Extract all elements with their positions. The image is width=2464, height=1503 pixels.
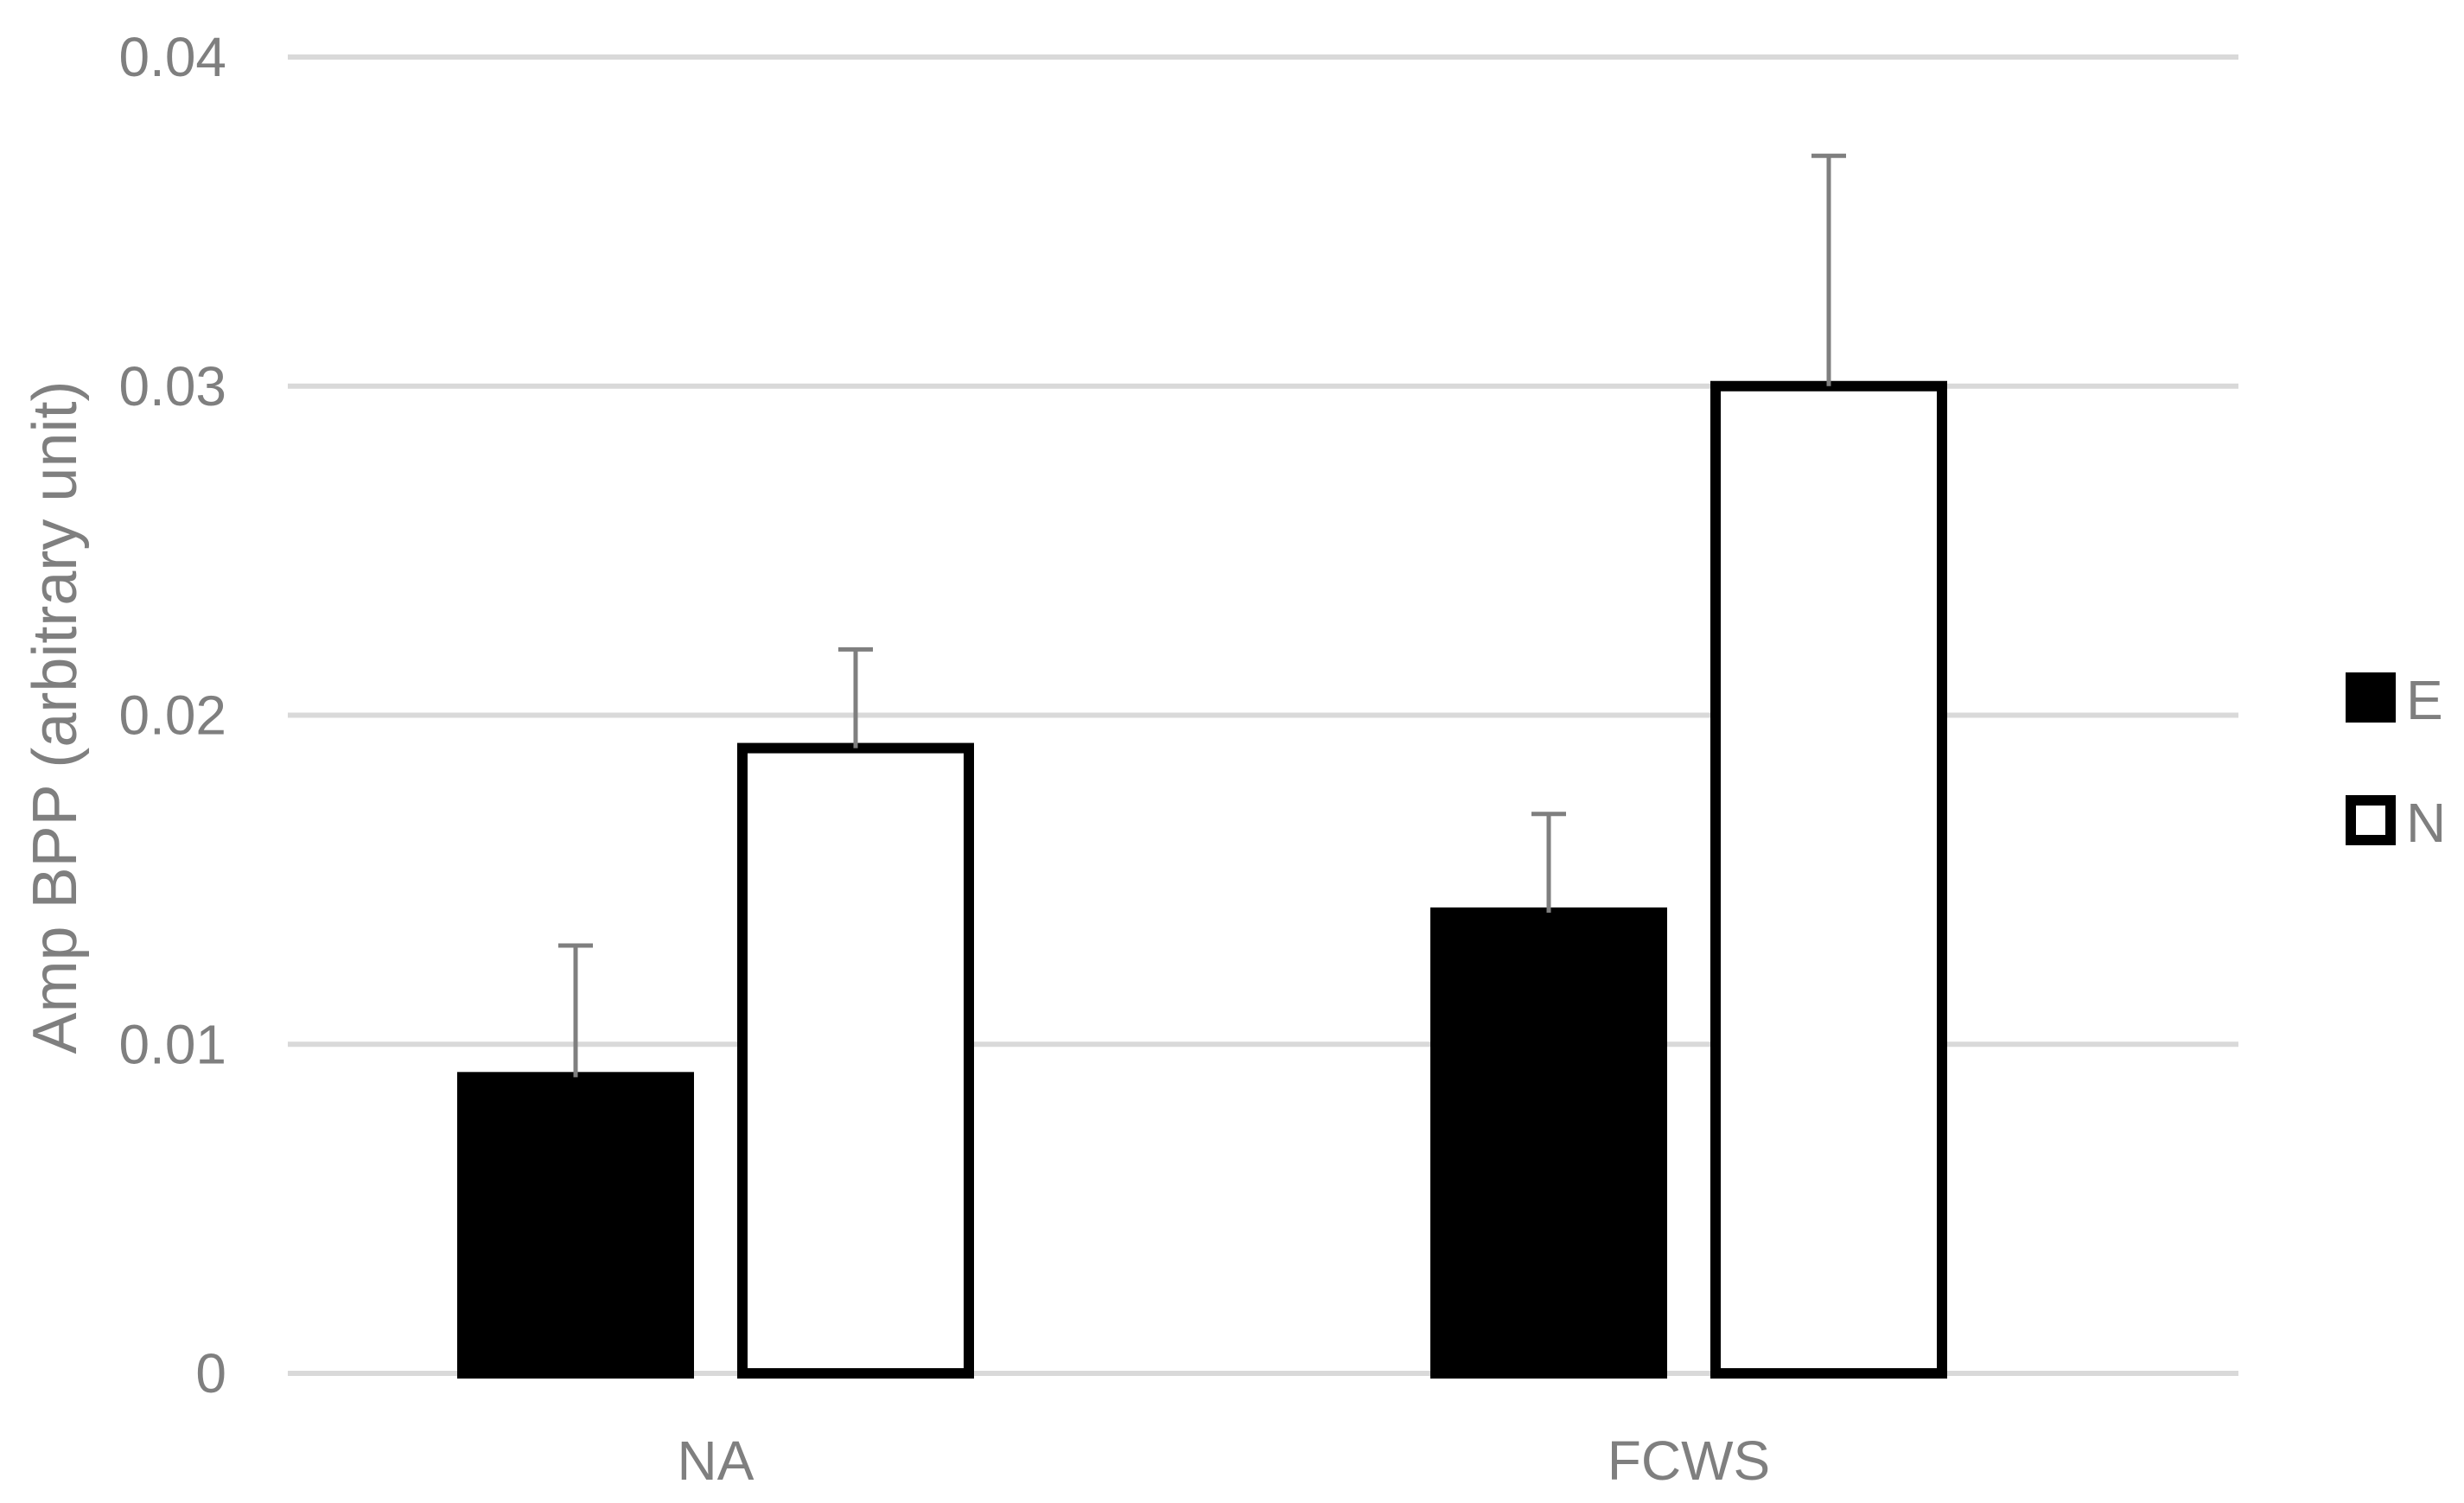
error-bars bbox=[558, 153, 1846, 1078]
bar-n-fcws bbox=[1710, 380, 1947, 1379]
legend-swatch-e bbox=[2346, 672, 2396, 723]
x-tick-label: NA bbox=[678, 1430, 754, 1492]
legend-label-e: E bbox=[2406, 669, 2443, 731]
y-tick-label: 0.02 bbox=[118, 685, 226, 747]
x-axis-ticks: NA FCWS bbox=[678, 1430, 1771, 1492]
legend-label-n: N bbox=[2406, 792, 2446, 854]
bar-e-na bbox=[457, 1072, 694, 1379]
legend-swatch-n bbox=[2346, 795, 2396, 845]
bars bbox=[457, 380, 1947, 1379]
y-tick-label: 0 bbox=[195, 1342, 226, 1404]
y-axis-ticks: 0 0.01 0.02 0.03 0.04 bbox=[118, 26, 226, 1404]
y-tick-label: 0.01 bbox=[118, 1013, 226, 1075]
legend: EN bbox=[2346, 669, 2446, 854]
bar-e-fcws bbox=[1430, 907, 1667, 1379]
y-tick-label: 0.03 bbox=[118, 355, 226, 417]
bar-n-na bbox=[737, 742, 974, 1379]
y-tick-label: 0.04 bbox=[118, 26, 226, 88]
x-tick-label: FCWS bbox=[1608, 1430, 1770, 1492]
y-axis-title: Amp BPP (arbitrary unit) bbox=[21, 381, 90, 1054]
